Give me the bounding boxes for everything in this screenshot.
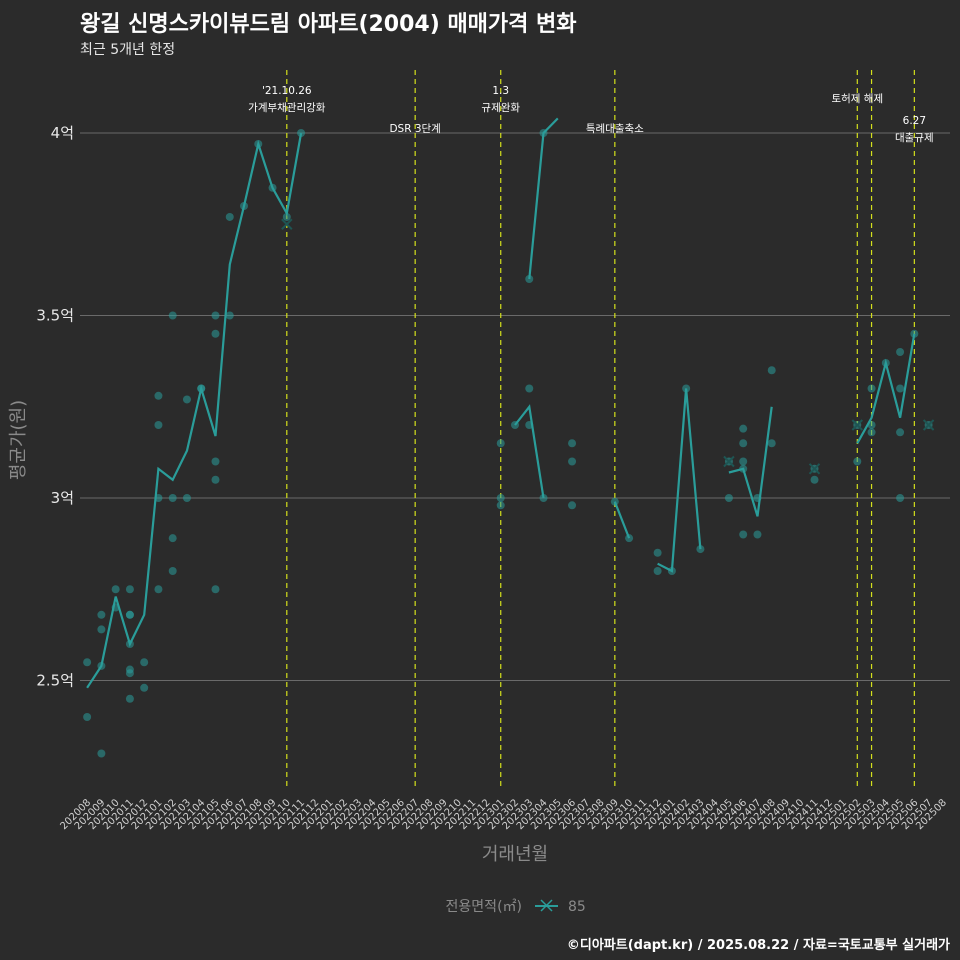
data-point [739, 457, 748, 466]
x-axis-ticks: 2020082020092020102020112020122021012021… [58, 797, 949, 832]
cross-marker [922, 419, 935, 431]
data-point [568, 501, 577, 510]
x-axis-title: 거래년월 [482, 844, 548, 865]
data-point [696, 545, 705, 554]
legend: 전용면적(㎡) 85 [446, 899, 586, 915]
data-point [496, 501, 505, 510]
data-point [739, 530, 748, 539]
data-point [211, 585, 220, 594]
legend-cross-swatch [540, 899, 553, 912]
series-line-segment-6 [856, 333, 916, 444]
data-point [168, 311, 177, 320]
data-point [739, 439, 748, 448]
data-point [653, 548, 662, 557]
grid-lines [80, 132, 950, 681]
y-tick-label: 2.5억 [36, 672, 74, 690]
data-point [896, 348, 905, 356]
series-line-segment-5 [728, 406, 773, 517]
y-axis-ticks: 2.5억 3억 3.5억 4억 [36, 124, 74, 690]
series-lines [86, 117, 916, 689]
data-point [539, 494, 548, 502]
data-point [525, 384, 534, 393]
data-point [568, 439, 577, 448]
annotation-202506: 6.27 대출규제 [895, 115, 934, 144]
data-point [282, 212, 291, 221]
data-point [724, 494, 733, 502]
annotation-202207: DSR 3단계 [389, 123, 440, 135]
data-point [97, 625, 106, 634]
data-point [211, 311, 220, 320]
data-point [125, 585, 134, 594]
data-point [625, 534, 634, 543]
policy-lines [286, 70, 915, 790]
series-line-segment-3 [613, 501, 631, 539]
data-point [83, 713, 92, 721]
annotation-202110: '21.10.26 가계부채관리강화 [248, 85, 326, 114]
data-point [896, 494, 905, 502]
data-point [125, 610, 134, 619]
data-point [896, 384, 905, 393]
annotation-202309: 특례대출축소 [586, 123, 644, 135]
data-point [896, 428, 905, 437]
data-point [97, 749, 106, 758]
data-point [125, 669, 134, 678]
series-line-segment-0 [86, 132, 303, 689]
data-point [867, 384, 876, 393]
y-tick-label: 3.5억 [36, 307, 74, 325]
data-point [125, 694, 134, 703]
data-point [767, 366, 776, 375]
legend-item-85: 85 [568, 899, 586, 915]
chart-subtitle: 최근 5개년 한정 [80, 42, 176, 58]
data-point [168, 494, 177, 502]
data-point [97, 610, 106, 619]
cross-marker [723, 455, 735, 468]
data-point [225, 311, 234, 320]
data-point [739, 424, 748, 433]
y-axis-title: 평균가(원) [8, 400, 29, 480]
legend-title: 전용면적(㎡) [446, 899, 522, 915]
data-point [140, 658, 149, 667]
series-line-segment-4 [657, 388, 702, 573]
series-line-segment-1 [528, 117, 559, 280]
cross-marker [851, 419, 864, 431]
y-tick-label: 3억 [51, 489, 74, 507]
data-point [211, 329, 220, 338]
data-point [168, 567, 177, 575]
cross-marker [281, 218, 293, 230]
data-point [154, 421, 163, 429]
data-point [767, 439, 776, 448]
data-point [225, 212, 234, 221]
data-points [83, 129, 933, 758]
data-point [810, 475, 819, 484]
annotation-202301: 1.3 규제완화 [481, 85, 520, 114]
data-point [168, 534, 177, 543]
data-point [853, 457, 862, 466]
annotation-202502: 토허제 해제 [831, 92, 883, 105]
chart-title: 왕길 신명스카이뷰드림 아파트(2004) 매매가격 변화 [80, 12, 577, 37]
data-point [496, 439, 505, 448]
data-point [140, 683, 149, 692]
data-point [910, 329, 919, 338]
data-point [867, 428, 876, 437]
data-point [525, 275, 534, 283]
data-point [496, 494, 505, 502]
data-point [653, 567, 662, 575]
data-point [83, 658, 92, 667]
series-line-segment-2 [514, 404, 545, 499]
data-point [154, 585, 163, 594]
data-point [568, 457, 577, 466]
cross-markers [281, 218, 935, 475]
data-point [111, 585, 120, 594]
data-point [211, 457, 220, 466]
data-point [182, 494, 191, 502]
data-point [182, 395, 191, 404]
source-caption: ©디아파트(dapt.kr) / 2025.08.22 / 자료=국토교통부 실… [566, 938, 950, 953]
y-tick-label: 4억 [51, 124, 74, 142]
cross-marker [808, 463, 821, 475]
data-point [753, 530, 762, 539]
data-point [211, 475, 220, 484]
data-point [154, 391, 163, 400]
